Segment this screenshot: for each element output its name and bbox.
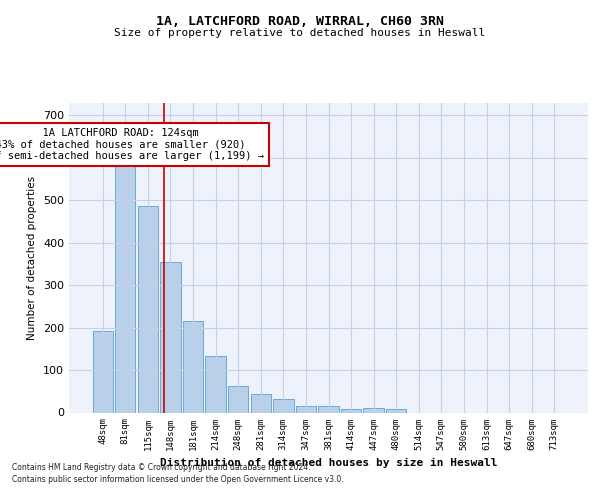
Bar	[364, 408, 384, 412]
X-axis label: Distribution of detached houses by size in Heswall: Distribution of detached houses by size …	[160, 458, 497, 468]
Bar	[115, 165, 136, 412]
Text: Contains HM Land Registry data © Crown copyright and database right 2024.: Contains HM Land Registry data © Crown c…	[12, 464, 311, 472]
Bar	[251, 394, 271, 412]
Bar	[92, 331, 113, 412]
Bar	[341, 408, 361, 412]
Text: Contains public sector information licensed under the Open Government Licence v3: Contains public sector information licen…	[12, 475, 344, 484]
Bar	[273, 400, 293, 412]
Text: 1A LATCHFORD ROAD: 124sqm
← 43% of detached houses are smaller (920)
57% of semi: 1A LATCHFORD ROAD: 124sqm ← 43% of detac…	[0, 128, 264, 161]
Bar	[386, 408, 406, 412]
Bar	[205, 356, 226, 412]
Bar	[160, 262, 181, 412]
Bar	[296, 406, 316, 412]
Bar	[319, 406, 338, 412]
Bar	[183, 321, 203, 412]
Text: 1A, LATCHFORD ROAD, WIRRAL, CH60 3RN: 1A, LATCHFORD ROAD, WIRRAL, CH60 3RN	[156, 15, 444, 28]
Y-axis label: Number of detached properties: Number of detached properties	[28, 176, 37, 340]
Bar	[138, 206, 158, 412]
Bar	[228, 386, 248, 412]
Text: Size of property relative to detached houses in Heswall: Size of property relative to detached ho…	[115, 28, 485, 38]
